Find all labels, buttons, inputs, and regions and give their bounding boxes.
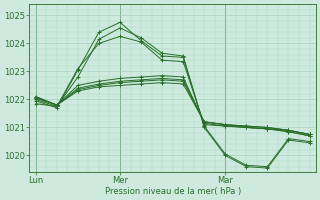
X-axis label: Pression niveau de la mer( hPa ): Pression niveau de la mer( hPa ) <box>105 187 241 196</box>
